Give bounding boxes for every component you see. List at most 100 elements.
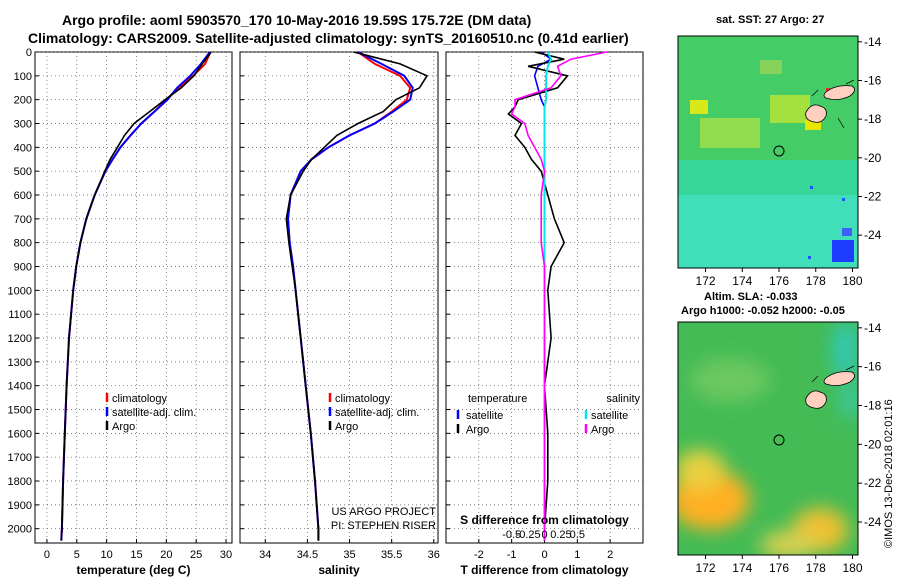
depth-tick-label: 1000 bbox=[8, 285, 32, 297]
sla-map-title-2: Argo h1000: -0.052 h2000: -0.05 bbox=[681, 305, 845, 317]
sla-map-xtick-label: 176 bbox=[769, 561, 789, 575]
temperature-series-climatology bbox=[60, 51, 212, 541]
differences-xlabel: T difference from climatology bbox=[460, 563, 628, 577]
differences-xtick-label: 0 bbox=[541, 549, 547, 561]
depth-tick-label: 1400 bbox=[8, 381, 32, 393]
temperature-series-argo bbox=[60, 51, 212, 541]
diff-s-tick-label: -0.25 bbox=[516, 529, 541, 541]
sst-map-ytick-label: -20 bbox=[864, 151, 882, 165]
sst-map-xtick-label: 172 bbox=[696, 274, 716, 288]
depth-tick-label: 500 bbox=[14, 166, 32, 178]
diff-s-tick-label: -0.5 bbox=[502, 529, 521, 541]
footer-credit: ©IMOS 13-Dec-2018 02:01:16 bbox=[883, 399, 895, 548]
sst-map-title: sat. SST: 27 Argo: 27 bbox=[716, 14, 825, 26]
panel-salinity bbox=[239, 51, 439, 544]
annotation-project: US ARGO PROJECT bbox=[331, 506, 436, 518]
diff-legend-temp-label: satellite bbox=[466, 410, 503, 422]
sst-map-xtick-label: 174 bbox=[732, 274, 752, 288]
sst-map-ytick-label: -16 bbox=[864, 73, 882, 87]
temperature-xtick-label: 25 bbox=[190, 549, 202, 561]
salinity-xtick-label: 34.5 bbox=[297, 549, 318, 561]
sla-map-ytick-label: -24 bbox=[864, 515, 882, 529]
depth-tick-label: 1600 bbox=[8, 428, 32, 440]
sst-map bbox=[678, 36, 858, 268]
title-line-1: Argo profile: aoml 5903570_170 10-May-20… bbox=[62, 12, 532, 28]
depth-tick-label: 300 bbox=[14, 119, 32, 131]
title-line-2: Climatology: CARS2009. Satellite-adjuste… bbox=[28, 30, 629, 46]
temperature-xtick-label: 20 bbox=[160, 549, 172, 561]
sla-map-xtick-label: 180 bbox=[842, 561, 862, 575]
depth-tick-label: 1200 bbox=[8, 333, 32, 345]
differences-xtick-label: -2 bbox=[474, 549, 484, 561]
temperature-xlabel: temperature (deg C) bbox=[76, 563, 190, 577]
salinity-series-argo bbox=[285, 51, 429, 541]
sla-map-title-1: Altim. SLA: -0.033 bbox=[704, 291, 798, 303]
sla-map-ytick-label: -18 bbox=[864, 398, 882, 412]
temperature-xtick-label: 10 bbox=[101, 549, 113, 561]
diff-legend-salinity-title: salinity bbox=[606, 393, 640, 405]
sst-map-xtick-label: 178 bbox=[806, 274, 826, 288]
panel-temperature bbox=[34, 51, 233, 544]
diff-legend-sal-label: satellite bbox=[591, 410, 628, 422]
sla-map bbox=[678, 322, 858, 555]
temperature-frame bbox=[34, 51, 233, 544]
depth-tick-label: 400 bbox=[14, 142, 32, 154]
differences-series-salinity-argo bbox=[510, 51, 608, 541]
annotation-pi: PI: STEPHEN RISER bbox=[331, 520, 436, 532]
depth-tick-label: 600 bbox=[14, 190, 32, 202]
temperature-legend-label: Argo bbox=[112, 421, 135, 433]
sst-map-ytick-label: -24 bbox=[864, 228, 882, 242]
sst-map-ytick-label: -18 bbox=[864, 112, 882, 126]
temperature-xtick-label: 15 bbox=[130, 549, 142, 561]
salinity-frame bbox=[239, 51, 439, 544]
differences-xtick-label: 1 bbox=[574, 549, 580, 561]
depth-tick-label: 0 bbox=[26, 47, 32, 59]
diff-s-xlabel: S difference from climatology bbox=[460, 513, 629, 527]
salinity-xtick-label: 36 bbox=[428, 549, 440, 561]
diff-s-tick-label: 0.25 bbox=[550, 529, 571, 541]
salinity-legend-label: Argo bbox=[335, 421, 358, 433]
sst-map-ytick-label: -14 bbox=[864, 35, 882, 49]
depth-tick-label: 2000 bbox=[8, 524, 32, 536]
temperature-legend-label: satellite-adj. clim. bbox=[112, 407, 196, 419]
salinity-legend-label: satellite-adj. clim. bbox=[335, 407, 419, 419]
depth-tick-label: 100 bbox=[14, 71, 32, 83]
diff-legend-sal-label: Argo bbox=[591, 424, 614, 436]
sla-map-xtick-label: 174 bbox=[732, 561, 752, 575]
temperature-xtick-label: 30 bbox=[220, 549, 232, 561]
sla-map-ytick-label: -16 bbox=[864, 360, 882, 374]
differences-series-temperature-argo bbox=[507, 51, 569, 541]
diff-s-tick-label: 0 bbox=[541, 529, 547, 541]
depth-tick-label: 1500 bbox=[8, 405, 32, 417]
salinity-xlabel: salinity bbox=[318, 563, 360, 577]
depth-tick-label: 700 bbox=[14, 214, 32, 226]
sst-map-xtick-label: 176 bbox=[769, 274, 789, 288]
sla-map-ytick-label: -20 bbox=[864, 437, 882, 451]
temperature-series-satellite-adj-clim- bbox=[60, 51, 211, 541]
sst-map-xtick-label: 180 bbox=[842, 274, 862, 288]
salinity-xtick-label: 35 bbox=[343, 549, 355, 561]
diff-s-tick-label: 0.5 bbox=[570, 529, 585, 541]
depth-tick-label: 1300 bbox=[8, 357, 32, 369]
salinity-xtick-label: 34 bbox=[259, 549, 271, 561]
temperature-xtick-label: 5 bbox=[74, 549, 80, 561]
depth-tick-label: 1100 bbox=[8, 309, 32, 321]
differences-xtick-label: 2 bbox=[607, 549, 613, 561]
depth-tick-label: 1800 bbox=[8, 476, 32, 488]
differences-xtick-label: -1 bbox=[507, 549, 517, 561]
depth-tick-label: 200 bbox=[14, 95, 32, 107]
temperature-legend-label: climatology bbox=[112, 393, 168, 405]
depth-tick-label: 1900 bbox=[8, 500, 32, 512]
salinity-legend-label: climatology bbox=[335, 393, 391, 405]
sst-map-ytick-label: -22 bbox=[864, 189, 882, 203]
depth-tick-label: 900 bbox=[14, 262, 32, 274]
sla-map-ytick-label: -14 bbox=[864, 321, 882, 335]
temperature-xtick-label: 0 bbox=[44, 549, 50, 561]
sla-map-ytick-label: -22 bbox=[864, 476, 882, 490]
sla-map-xtick-label: 172 bbox=[696, 561, 716, 575]
sla-map-xtick-label: 178 bbox=[806, 561, 826, 575]
diff-legend-temp-label: Argo bbox=[466, 424, 489, 436]
depth-tick-label: 800 bbox=[14, 238, 32, 250]
salinity-series-satellite-adj-clim- bbox=[286, 51, 414, 541]
